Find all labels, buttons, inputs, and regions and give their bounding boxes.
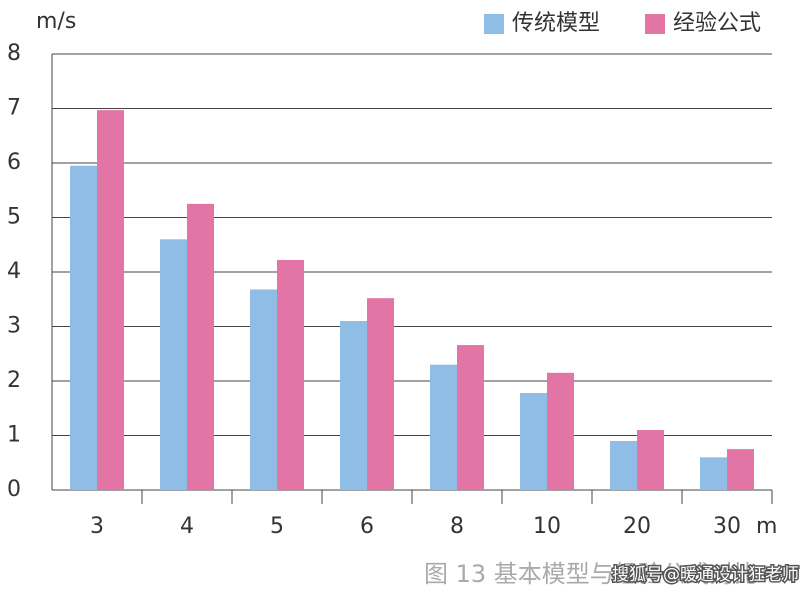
bar	[340, 321, 367, 490]
bar	[520, 392, 547, 490]
y-tick-label: 6	[7, 150, 21, 175]
y-tick-label: 2	[7, 368, 21, 393]
x-tick-label: 8	[450, 514, 464, 539]
bar	[637, 430, 664, 490]
bar	[250, 289, 277, 490]
y-tick-label: 5	[7, 205, 21, 230]
bar	[70, 165, 97, 490]
y-tick-label: 4	[7, 259, 21, 284]
caption: 图 13 基本模型与经验公式对比	[424, 560, 758, 588]
legend-label: 经验公式	[673, 11, 761, 36]
legend-label: 传统模型	[512, 11, 600, 36]
bar	[457, 345, 484, 490]
bar	[160, 239, 187, 490]
bar	[547, 372, 574, 490]
y-tick-label: 3	[7, 314, 21, 339]
y-tick-label: 8	[7, 41, 21, 66]
x-tick-label: 30	[713, 514, 741, 539]
legend-swatch	[645, 14, 665, 34]
bar	[700, 457, 727, 490]
bar	[277, 260, 304, 490]
bar	[727, 449, 754, 490]
legend-swatch	[484, 14, 504, 34]
x-tick-label: 4	[180, 514, 194, 539]
bar	[367, 298, 394, 490]
x-tick-label: 10	[533, 514, 561, 539]
bar	[610, 440, 637, 490]
y-tick-label: 7	[7, 96, 21, 121]
bar	[430, 364, 457, 490]
bar	[187, 203, 214, 490]
x-tick-label: 6	[360, 514, 374, 539]
y-tick-label: 1	[7, 423, 21, 448]
bar	[97, 110, 124, 490]
watermark: 搜狐号@暖通设计狂老师	[612, 565, 799, 585]
y-tick-label: 0	[7, 477, 21, 502]
x-tick-label: 3	[90, 514, 104, 539]
x-tick-label: 20	[623, 514, 651, 539]
y-unit: m/s	[36, 9, 76, 34]
x-unit: m	[756, 514, 777, 539]
x-tick-label: 5	[270, 514, 284, 539]
